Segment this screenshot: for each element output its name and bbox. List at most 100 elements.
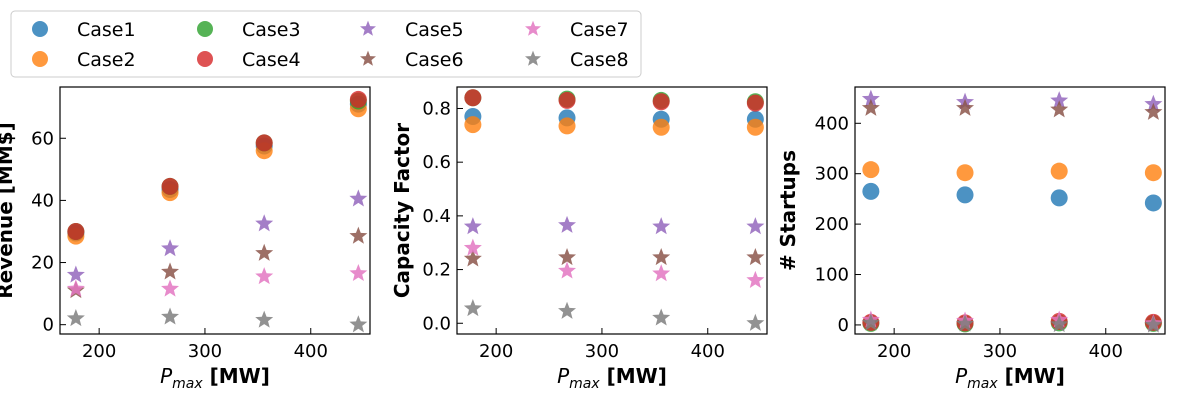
y-tick-label: 20 xyxy=(31,253,54,274)
plot-frame xyxy=(456,86,768,335)
chart-panel-3: 200 300 400 0 100 200 300 400 Pmax [MW] # Startup… xyxy=(776,86,1166,392)
point-case2-4 xyxy=(1144,164,1162,182)
point-case6-4 xyxy=(349,226,368,244)
legend-marker-case1 xyxy=(32,21,48,37)
point-case6-1 xyxy=(463,249,482,267)
legend-label: Case2 xyxy=(77,49,136,71)
legend-entry-case3: Case3 xyxy=(197,19,301,41)
point-case5-3 xyxy=(255,214,274,232)
legend-label: Case8 xyxy=(570,49,629,71)
y-tick-label: 300 xyxy=(815,164,849,185)
x-tick-label: 400 xyxy=(691,341,725,362)
y-tick-label: 60 xyxy=(31,128,54,149)
legend-entry-case2: Case2 xyxy=(32,49,136,71)
point-case2-2 xyxy=(956,164,974,182)
legend-label: Case7 xyxy=(570,19,629,41)
point-case5-3 xyxy=(1050,91,1069,109)
legend-marker-case2 xyxy=(32,51,48,67)
point-case7-4 xyxy=(746,270,765,288)
point-case4-1 xyxy=(67,222,85,240)
x-tick-label: 300 xyxy=(585,341,619,362)
legend-marker-case5 xyxy=(360,20,376,36)
point-case8-3 xyxy=(652,308,671,326)
point-case4-3 xyxy=(255,134,273,152)
point-case6-2 xyxy=(161,262,180,280)
y-tick-label: 100 xyxy=(815,265,849,286)
x-tick-label: 200 xyxy=(82,341,116,362)
point-case7-4 xyxy=(349,263,368,282)
y-tick-label: 0 xyxy=(43,315,54,336)
point-case8-2 xyxy=(161,307,180,325)
point-case4-2 xyxy=(161,177,179,195)
y-tick-label: 0.2 xyxy=(422,260,451,281)
legend: Case1 Case2 Case3 Case4 Case5 Case6 Case7 Case8 xyxy=(10,10,642,78)
chart-panel-2: 200 300 400 0.0 0.2 0.4 0.6 0.8 Pmax [MW] Capacit… xyxy=(390,86,768,392)
point-case7-3 xyxy=(255,267,274,285)
legend-marker-case8 xyxy=(525,50,541,66)
point-case7-1 xyxy=(66,279,85,297)
chart-panel-1: 200 300 400 0 20 40 60 Pmax [MW] Revenue [MM$] xyxy=(0,86,371,392)
point-case7-1 xyxy=(463,238,482,256)
point-case5-3 xyxy=(652,217,671,235)
y-tick-label: 0.8 xyxy=(422,98,451,119)
point-case2-1 xyxy=(464,116,482,134)
point-case5-1 xyxy=(861,89,880,107)
legend-entry-case6: Case6 xyxy=(360,49,464,71)
x-axis-label: Pmax [MW] xyxy=(557,364,667,392)
point-case8-2 xyxy=(558,301,577,319)
legend-label: Case5 xyxy=(405,19,464,41)
y-axis-label: # Startups xyxy=(776,150,800,271)
point-case6-3 xyxy=(1050,100,1069,118)
y-tick-label: 40 xyxy=(31,190,54,211)
point-case5-4 xyxy=(349,189,368,207)
legend-label: Case1 xyxy=(77,19,136,41)
y-tick-label: 0.0 xyxy=(422,313,451,334)
point-case8-1 xyxy=(861,313,880,331)
point-case8-4 xyxy=(1144,315,1163,333)
point-case8-2 xyxy=(956,314,975,332)
plot-frame xyxy=(854,86,1166,335)
point-case5-2 xyxy=(161,239,180,257)
point-case1-3 xyxy=(1050,189,1068,207)
y-axis-label: Revenue [MM$] xyxy=(0,122,17,299)
point-case8-1 xyxy=(66,309,85,327)
point-case2-4 xyxy=(746,118,764,136)
point-case5-2 xyxy=(558,215,577,233)
point-case1-1 xyxy=(862,182,880,200)
point-case2-2 xyxy=(558,117,576,135)
legend-entry-case7: Case7 xyxy=(525,19,629,41)
point-case8-4 xyxy=(349,315,368,333)
point-case6-2 xyxy=(558,248,577,266)
point-case8-4 xyxy=(746,313,765,331)
x-axis-label: Pmax [MW] xyxy=(160,364,270,392)
point-case8-3 xyxy=(1050,314,1069,333)
x-tick-label: 200 xyxy=(479,341,513,362)
legend-marker-case7 xyxy=(525,20,541,36)
point-case6-3 xyxy=(652,248,671,266)
y-tick-label: 200 xyxy=(815,214,849,235)
point-case7-2 xyxy=(558,261,577,279)
point-case1-4 xyxy=(1144,194,1162,212)
point-case7-3 xyxy=(652,264,671,282)
y-tick-label: 0.4 xyxy=(422,206,451,227)
legend-label: Case3 xyxy=(242,19,301,41)
x-tick-label: 200 xyxy=(877,341,911,362)
point-case2-3 xyxy=(1050,162,1068,180)
legend-entry-case8: Case8 xyxy=(525,49,629,71)
point-case5-1 xyxy=(66,265,85,283)
x-tick-label: 400 xyxy=(1089,341,1123,362)
point-case2-3 xyxy=(652,118,670,136)
x-axis-label: Pmax [MW] xyxy=(955,364,1065,392)
point-case8-1 xyxy=(463,299,482,317)
legend-label: Case6 xyxy=(405,49,464,71)
point-case1-2 xyxy=(956,186,974,204)
y-tick-label: 400 xyxy=(815,113,849,134)
legend-marker-case3 xyxy=(197,21,213,37)
x-tick-label: 300 xyxy=(188,341,222,362)
x-tick-label: 400 xyxy=(294,341,328,362)
point-case4-4 xyxy=(349,90,367,108)
legend-box xyxy=(10,10,642,78)
point-case6-3 xyxy=(255,243,274,261)
point-case6-1 xyxy=(861,98,880,116)
